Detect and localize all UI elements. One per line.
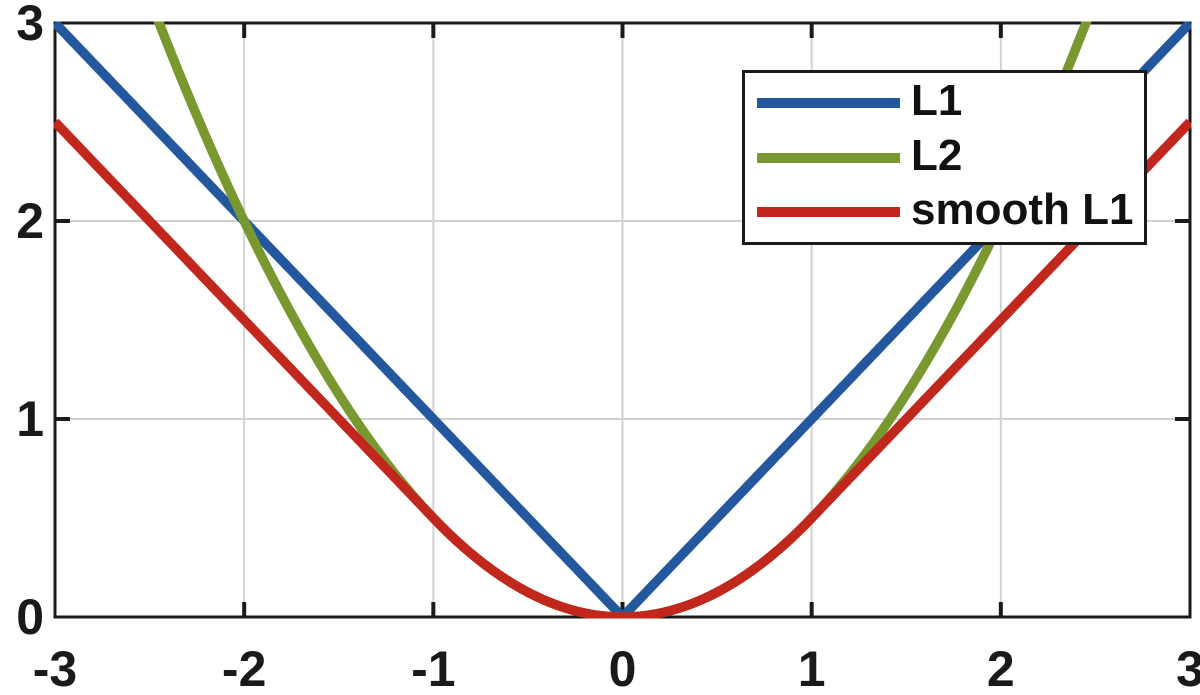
legend-item-l2: L2: [757, 130, 1144, 182]
x-tick-label-0: 0: [609, 641, 637, 695]
legend-label-smooth-l1: smooth L1: [911, 184, 1134, 234]
legend-label-l1: L1: [911, 76, 963, 126]
x-tick-label--2: -2: [222, 641, 266, 695]
y-tick-label-0: 0: [16, 589, 44, 645]
y-tick-label-2: 2: [16, 193, 44, 249]
curve-smooth_l1: [53, 118, 1192, 619]
x-tick-label--3: -3: [33, 641, 77, 695]
legend-item-l1: L1: [757, 79, 1144, 127]
legend-swatch-l2: [757, 152, 900, 163]
legend-swatch-smooth-l1: [757, 206, 900, 217]
x-tick-label-2: 2: [987, 641, 1015, 695]
x-tick-label-3: 3: [1176, 641, 1200, 695]
y-tick-label-3: 3: [16, 0, 44, 51]
tick-labels: -3 -2 -1 0 1 2 3 0 1 2 3: [16, 0, 1200, 695]
legend-swatch-l1: [757, 98, 900, 109]
legend-item-smooth-l1: smooth L1: [757, 184, 1144, 236]
y-tick-label-1: 1: [16, 391, 44, 447]
x-tick-label--1: -1: [411, 641, 455, 695]
legend-label-l2: L2: [911, 130, 963, 180]
x-tick-label-1: 1: [798, 641, 826, 695]
legend: L1 L2 smooth L1: [742, 70, 1147, 245]
